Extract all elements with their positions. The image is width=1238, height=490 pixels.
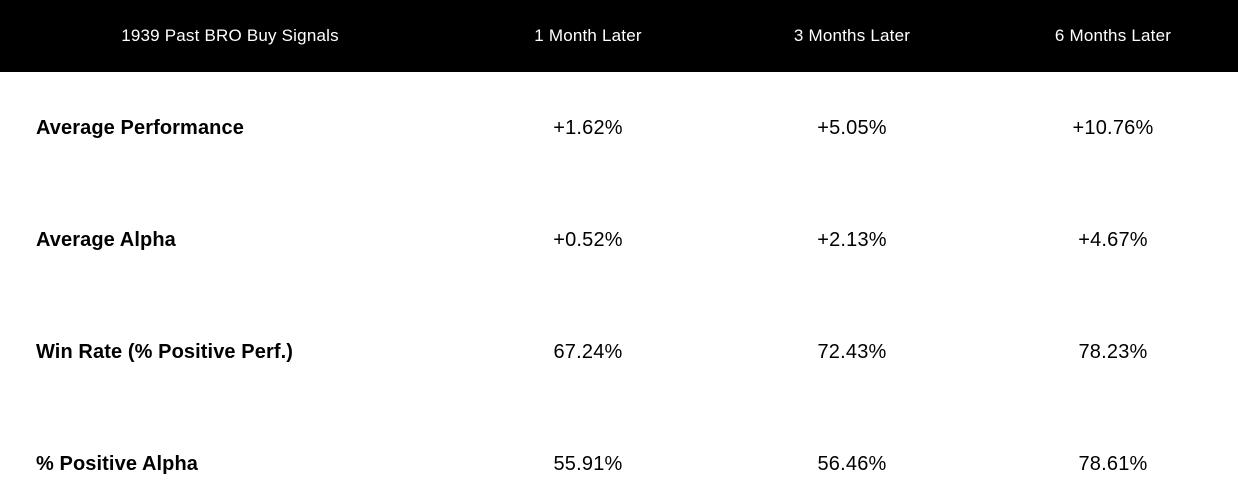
- row-value: +2.13%: [817, 228, 887, 251]
- table-header-1-month-later: 1 Month Later: [534, 26, 642, 45]
- row-label: Average Alpha: [36, 228, 176, 251]
- row-value: 56.46%: [817, 452, 887, 475]
- row-value: 55.91%: [553, 452, 623, 475]
- row-value: 72.43%: [817, 340, 887, 363]
- table-body: Average Performance +1.62% +5.05% +10.76% Av…: [0, 72, 1238, 490]
- table-row: Average Performance +1.62% +5.05% +10.76%: [0, 72, 1238, 184]
- row-value: 78.61%: [1078, 452, 1148, 475]
- table-header-3-months-later: 3 Months Later: [793, 26, 911, 45]
- row-value: +10.76%: [1072, 116, 1154, 139]
- table-header-title: 1939 Past BRO Buy Signals: [121, 26, 339, 45]
- table-row: % Positive Alpha 55.91% 56.46% 78.61%: [0, 408, 1238, 490]
- row-value: 67.24%: [553, 340, 623, 363]
- table-header-row: 1939 Past BRO Buy Signals 1 Month Later …: [0, 0, 1238, 72]
- row-label: Win Rate (% Positive Perf.): [36, 340, 294, 363]
- table-row: Win Rate (% Positive Perf.) 67.24% 72.43% 7…: [0, 296, 1238, 408]
- row-value: +1.62%: [553, 116, 623, 139]
- row-label: % Positive Alpha: [36, 452, 199, 475]
- row-value: +5.05%: [817, 116, 887, 139]
- table-row: Average Alpha +0.52% +2.13% +4.67%: [0, 184, 1238, 296]
- row-value: +0.52%: [553, 228, 623, 251]
- row-label: Average Performance: [36, 116, 244, 139]
- row-value: 78.23%: [1078, 340, 1148, 363]
- row-value: +4.67%: [1078, 228, 1148, 251]
- table-header-6-months-later: 6 Months Later: [1054, 26, 1172, 45]
